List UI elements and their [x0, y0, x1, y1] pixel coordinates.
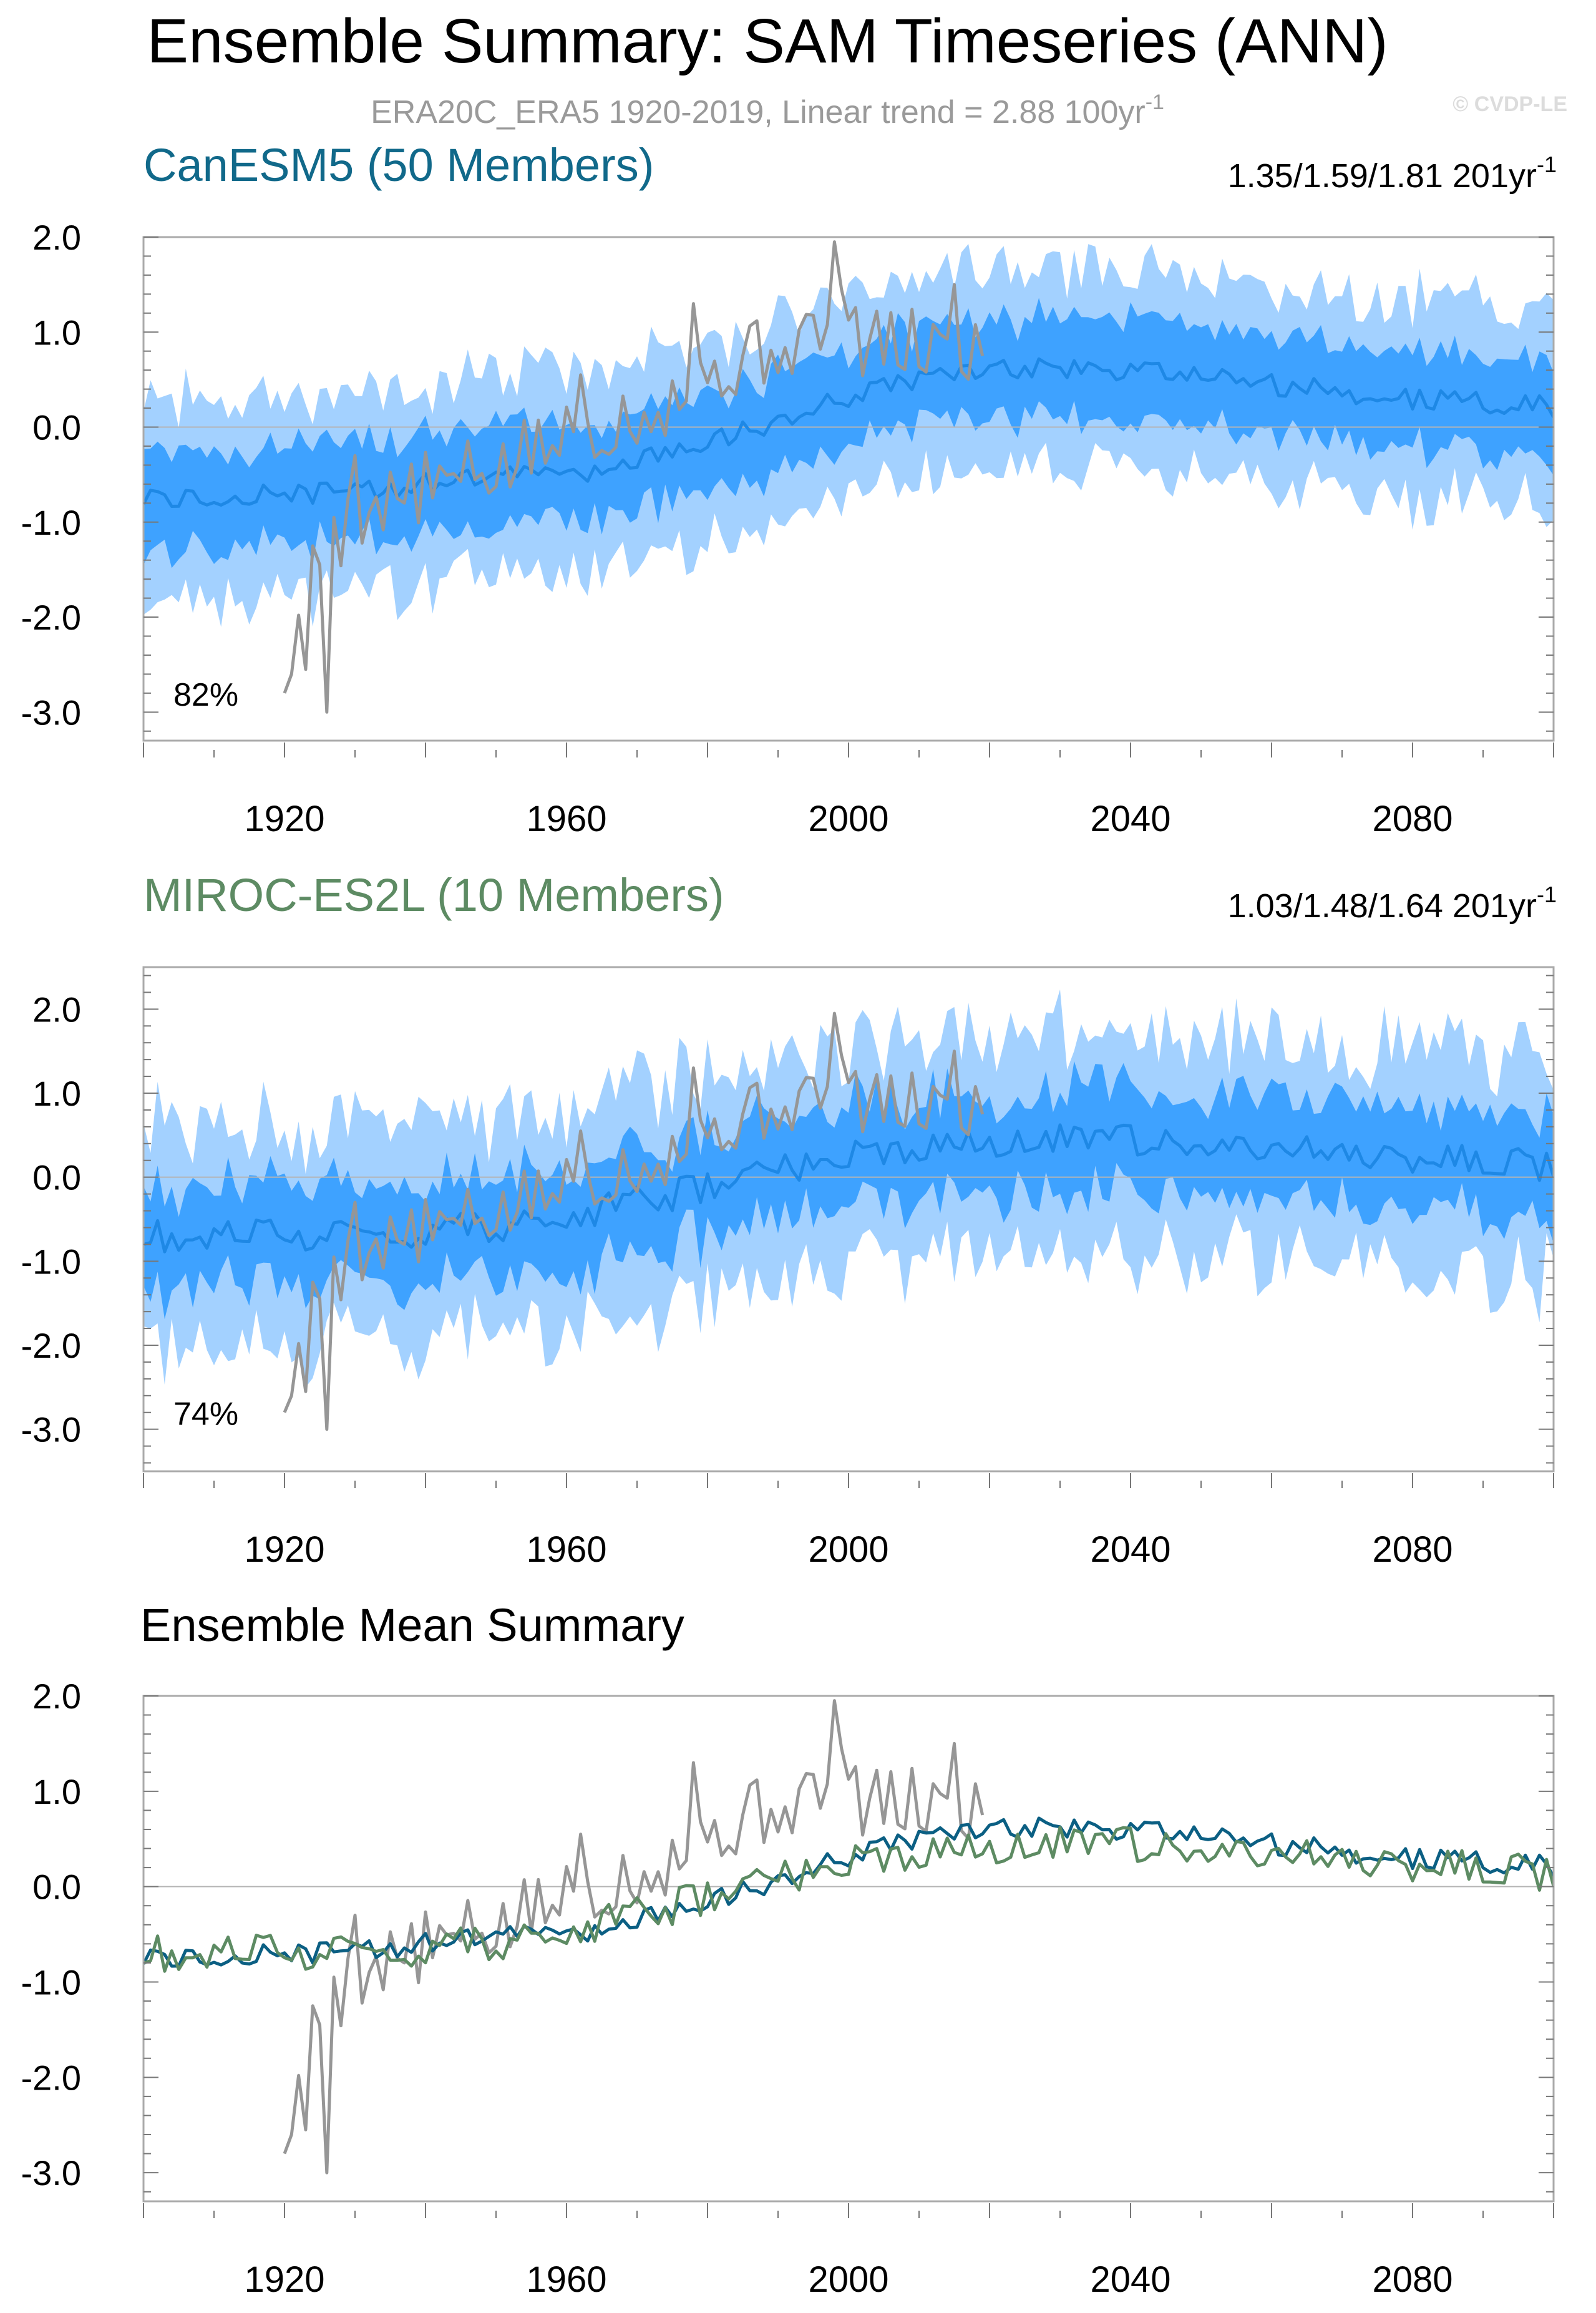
canesm5-ytick-label: 0.0 [32, 408, 81, 447]
ensemble-mean-summary-ytick-label: -2.0 [21, 2058, 82, 2097]
ensemble-mean-summary-frame [142, 1695, 1555, 2203]
miroc-xtick-label: 2040 [1090, 1529, 1170, 1570]
figure-subtitle: ERA20C_ERA5 1920-2019, Linear trend = 2.… [371, 90, 1164, 130]
canesm5-observations-line [283, 240, 985, 714]
ensemble-mean-summary-ytick-label: 0.0 [32, 1867, 81, 1907]
canesm5-ytick-label: 1.0 [32, 313, 81, 352]
ensemble-mean-summary-ytick-label: 2.0 [32, 1677, 81, 1716]
panels: CanESM5 (50 Members) 1.35/1.59/1.81 201yr… [21, 139, 1557, 2300]
miroc-xtick-label: 2000 [808, 1529, 888, 1570]
ensemble-mean-summary-title: Ensemble Mean Summary [140, 1599, 684, 1651]
canesm5-ytick-label: 2.0 [32, 218, 81, 257]
subtitle-text: ERA20C_ERA5 1920-2019, Linear trend = 2.… [371, 94, 1146, 130]
miroc-observations-line [283, 1011, 985, 1431]
miroc-ytick-label: 2.0 [32, 990, 81, 1029]
ensemble-mean-summary-ytick-label: 1.0 [32, 1772, 81, 1811]
canesm5-ytick-label: -1.0 [21, 503, 82, 542]
canesm5-panel: CanESM5 (50 Members) 1.35/1.59/1.81 201yr… [21, 139, 1557, 839]
canesm5-xtick-label: 2080 [1372, 799, 1452, 839]
ensemble-mean-summary-x-axis: 1920 1960 2000 2040 2080 [143, 2203, 1554, 2300]
ensemble-mean-summary-xtick-label: 2080 [1372, 2259, 1452, 2300]
canesm5-y-axis: 2.0 1.0 0.0 -1.0 -2.0 -3.0 [21, 218, 1554, 732]
canesm5-frame [142, 236, 1555, 742]
canesm5-xtick-label: 2000 [808, 799, 888, 839]
ensemble-mean-summary-miroc-mean-line [144, 1826, 1554, 1973]
canesm5-plot-area [144, 240, 1554, 714]
canesm5-xtick-label: 1920 [244, 799, 324, 839]
canesm5-xtick-label: 2040 [1090, 799, 1170, 839]
canesm5-ytick-label: -3.0 [21, 693, 82, 732]
miroc-plot-area [144, 989, 1554, 1431]
figure-title: Ensemble Summary: SAM Timeseries (ANN) [147, 6, 1388, 76]
ensemble-mean-summary-ytick-label: -3.0 [21, 2153, 82, 2193]
canesm5-x-axis: 1920 1960 2000 2040 2080 [143, 743, 1554, 839]
miroc-ytick-label: -3.0 [21, 1410, 82, 1449]
miroc-title: MIROC-ES2L (10 Members) [144, 869, 724, 921]
ensemble-mean-summary-ytick-label: -1.0 [21, 1962, 82, 2002]
miroc-inner-band [144, 1061, 1554, 1320]
canesm5-trend-text: 1.35/1.59/1.81 201yr [1228, 157, 1537, 195]
ensemble-mean-summary-xtick-label: 2000 [808, 2259, 888, 2300]
canesm5-percent-label: 82% [173, 677, 238, 713]
miroc-ytick-label: 1.0 [32, 1074, 81, 1113]
ensemble-mean-summary-panel: Ensemble Mean Summary 2.0 1.0 0.0 -1.0 -2.0 -3… [21, 1599, 1555, 2300]
miroc-ensemble-mean-line [144, 1123, 1554, 1254]
miroc-x-axis: 1920 1960 2000 2040 2080 [143, 1473, 1554, 1570]
ensemble-mean-summary-plot-area [144, 1699, 1554, 2174]
miroc-percent-label: 74% [173, 1396, 238, 1433]
canesm5-trend-label: 1.35/1.59/1.81 201yr-1 [1228, 152, 1557, 195]
subtitle-superscript: -1 [1146, 90, 1164, 114]
ensemble-mean-summary-canesm5-mean-line [144, 1816, 1554, 1968]
miroc-xtick-label: 2080 [1372, 1529, 1452, 1570]
miroc-trend-superscript: -1 [1537, 882, 1557, 907]
watermark: © CVDP-LE [1452, 92, 1567, 116]
canesm5-trend-superscript: -1 [1537, 152, 1557, 177]
ensemble-mean-summary-xtick-label: 2040 [1090, 2259, 1170, 2300]
miroc-ytick-label: 0.0 [32, 1158, 81, 1197]
canesm5-xtick-label: 1960 [526, 799, 606, 839]
canesm5-title: CanESM5 (50 Members) [144, 139, 654, 191]
canesm5-inner-band [144, 298, 1554, 568]
miroc-ytick-label: -1.0 [21, 1242, 82, 1281]
miroc-xtick-label: 1960 [526, 1529, 606, 1570]
ensemble-mean-summary-observations-line [283, 1699, 985, 2174]
miroc-xtick-label: 1920 [244, 1529, 324, 1570]
miroc-ytick-label: -2.0 [21, 1326, 82, 1365]
canesm5-ytick-label: -2.0 [21, 598, 82, 637]
miroc-frame [142, 966, 1555, 1473]
miroc-trend-text: 1.03/1.48/1.64 201yr [1228, 887, 1537, 925]
ensemble-mean-summary-y-axis: 2.0 1.0 0.0 -1.0 -2.0 -3.0 [21, 1677, 1554, 2193]
miroc-panel: MIROC-ES2L (10 Members) 1.03/1.48/1.64 20… [21, 869, 1557, 1570]
miroc-y-axis: 2.0 1.0 0.0 -1.0 -2.0 -3.0 [21, 975, 1554, 1464]
miroc-trend-label: 1.03/1.48/1.64 201yr-1 [1228, 882, 1557, 925]
canesm5-ensemble-mean-line [144, 357, 1554, 508]
ensemble-mean-summary-xtick-label: 1960 [526, 2259, 606, 2300]
ensemble-mean-summary-xtick-label: 1920 [244, 2259, 324, 2300]
